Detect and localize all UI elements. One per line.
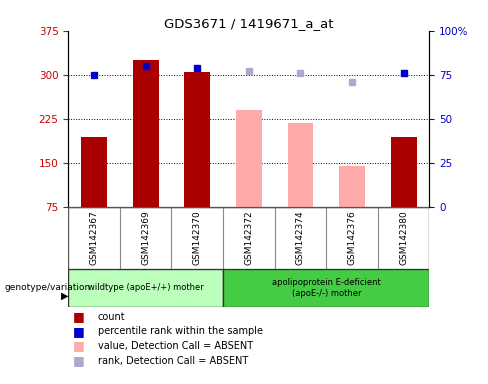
Bar (184, 72, 210, 207)
Title: GDS3671 / 1419671_a_at: GDS3671 / 1419671_a_at (164, 17, 334, 30)
Text: ■: ■ (73, 339, 85, 353)
Bar (339, 166, 365, 207)
Bar (133, 60, 159, 207)
Text: GSM142372: GSM142372 (244, 211, 253, 265)
Text: apolipoprotein E-deficient
(apoE-/-) mother: apolipoprotein E-deficient (apoE-/-) mot… (272, 278, 381, 298)
Bar (287, 123, 313, 207)
FancyBboxPatch shape (68, 269, 223, 307)
Bar (236, 110, 262, 207)
Text: percentile rank within the sample: percentile rank within the sample (98, 326, 263, 336)
Bar (81, 137, 107, 207)
Text: ▶: ▶ (61, 291, 68, 301)
Text: rank, Detection Call = ABSENT: rank, Detection Call = ABSENT (98, 356, 248, 366)
Text: GSM142367: GSM142367 (90, 211, 99, 265)
Text: ■: ■ (73, 354, 85, 367)
FancyBboxPatch shape (223, 269, 429, 307)
Text: GSM142380: GSM142380 (399, 211, 408, 265)
Text: genotype/variation: genotype/variation (5, 283, 91, 293)
Text: GSM142370: GSM142370 (193, 211, 202, 265)
Text: count: count (98, 312, 125, 322)
Text: GSM142369: GSM142369 (141, 211, 150, 265)
Bar (391, 137, 417, 207)
Text: wildtype (apoE+/+) mother: wildtype (apoE+/+) mother (88, 283, 203, 293)
Text: GSM142376: GSM142376 (347, 211, 357, 265)
Text: value, Detection Call = ABSENT: value, Detection Call = ABSENT (98, 341, 253, 351)
Text: ■: ■ (73, 310, 85, 323)
Text: ■: ■ (73, 325, 85, 338)
Text: GSM142374: GSM142374 (296, 211, 305, 265)
